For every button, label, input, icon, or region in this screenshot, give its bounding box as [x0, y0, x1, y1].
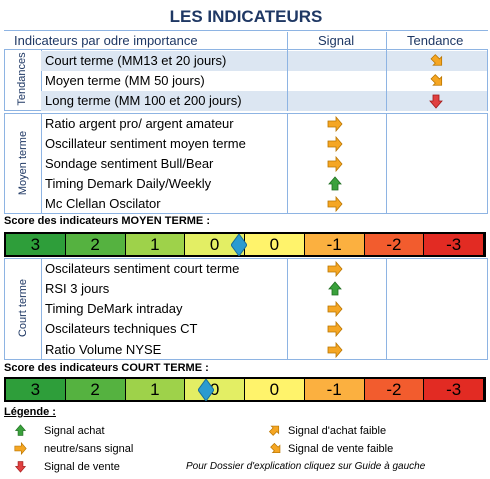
arrow-right-icon: [327, 342, 343, 358]
moyen-scale-cell: 2: [65, 234, 126, 255]
moyen-scale-cell: 0: [245, 234, 305, 255]
moyen-terme-table: [4, 113, 488, 214]
guide-note: Pour Dossier d'explication cliquez sur G…: [186, 461, 426, 472]
court-scale-cell: 2: [65, 379, 126, 400]
arrow-right-icon: [14, 442, 27, 455]
court-terme-side-label: Court terme: [17, 278, 29, 338]
court-terme-score-scale: 3 2 1 0 0 -1 -2 -3: [4, 377, 486, 402]
tendances-side-label: Tendances: [16, 52, 28, 106]
court-scale-cell: -1: [304, 379, 365, 400]
court-scale-cell: 0: [185, 379, 245, 400]
header-signal: Signal: [318, 33, 355, 48]
arrow-right-icon: [327, 301, 343, 317]
legend-vente-faible: Signal de vente faible: [288, 443, 394, 455]
moyen-terme-side-label: Moyen terme: [17, 130, 29, 196]
legend-achat: Signal achat: [44, 425, 105, 437]
court-terme-table: [4, 258, 488, 360]
arrow-down-right-icon: [430, 74, 443, 86]
arrow-down-icon: [14, 461, 27, 473]
court-row-oscilateurs-sentiment: Oscilateurs sentiment court terme: [45, 261, 240, 276]
court-scale-cell: -2: [364, 379, 425, 400]
diamond-marker-icon: [198, 379, 215, 401]
moyen-scale-cell: -3: [424, 234, 484, 255]
moyen-terme-score-label: Score des indicateurs MOYEN TERME :: [4, 215, 210, 227]
header-indicators: Indicateurs par odre importance: [14, 33, 198, 48]
arrow-right-icon: [327, 136, 343, 152]
moyen-scale-cell: 1: [125, 234, 186, 255]
court-scale-cell: 1: [125, 379, 186, 400]
tendance-row-long: Long terme (MM 100 et 200 jours): [41, 91, 287, 111]
moyen-scale-cell: -1: [304, 234, 365, 255]
arrow-up-right-icon: [430, 54, 443, 66]
court-terme-score-label: Score des indicateurs COURT TERME :: [4, 362, 209, 374]
arrow-up-right-icon: [268, 425, 280, 436]
court-scale-cell: -3: [424, 379, 484, 400]
header-tendance: Tendance: [407, 33, 464, 48]
moyen-row-oscillateur: Oscillateur sentiment moyen terme: [45, 136, 246, 151]
legend-vente: Signal de vente: [44, 461, 120, 473]
arrow-right-icon: [327, 321, 343, 337]
arrow-up-icon: [14, 424, 27, 436]
arrow-down-icon: [429, 94, 443, 109]
court-row-rsi: RSI 3 jours: [45, 281, 110, 296]
arrow-right-icon: [327, 196, 343, 212]
court-row-ratio-volume: Ratio Volume NYSE: [45, 342, 162, 357]
tendance-row-moyen: Moyen terme (MM 50 jours): [45, 73, 205, 88]
arrow-up-icon: [328, 176, 342, 191]
tendance-row-court: Court terme (MM13 et 20 jours): [41, 51, 287, 71]
court-scale-cell: 3: [6, 379, 66, 400]
moyen-row-ratio: Ratio argent pro/ argent amateur: [45, 116, 234, 131]
legend-neutre: neutre/sans signal: [44, 443, 134, 455]
arrow-right-icon: [327, 116, 343, 132]
arrow-right-icon: [327, 261, 343, 277]
moyen-terme-score-scale: 3 2 1 0 0 -1 -2 -3: [4, 232, 486, 257]
arrow-up-icon: [328, 281, 342, 296]
arrow-right-icon: [327, 156, 343, 172]
legend-title: Légende :: [4, 406, 56, 418]
moyen-row-sondage: Sondage sentiment Bull/Bear: [45, 156, 214, 171]
court-row-oscilateurs-techniques: Oscilateurs techniques CT: [45, 321, 198, 336]
arrow-down-right-icon: [270, 442, 281, 454]
court-scale-cell: 0: [245, 379, 305, 400]
moyen-row-timing: Timing Demark Daily/Weekly: [45, 176, 212, 191]
diamond-marker-icon: [231, 234, 248, 256]
legend-achat-faible: Signal d'achat faible: [288, 425, 387, 437]
court-row-timing-demark: Timing DeMark intraday: [45, 301, 183, 316]
moyen-scale-cell: -2: [364, 234, 425, 255]
moyen-row-mcclellan: Mc Clellan Oscilator: [45, 196, 161, 211]
moyen-scale-cell: 3: [6, 234, 66, 255]
page-title: LES INDICATEURS: [4, 3, 488, 31]
